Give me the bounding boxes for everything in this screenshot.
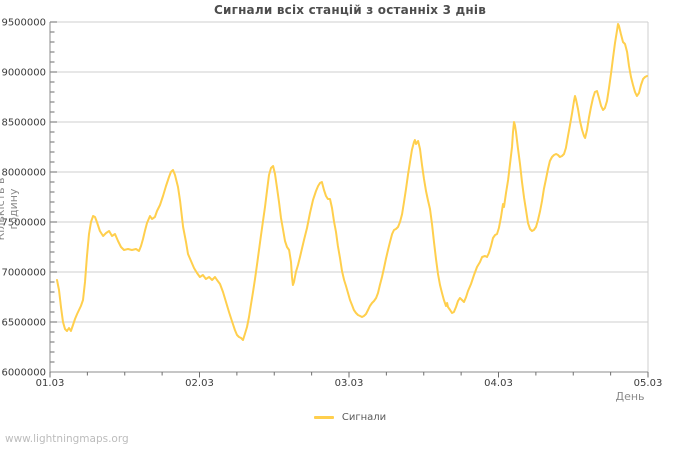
y-axis-tick-label: 8000000 (1, 168, 46, 179)
y-axis-tick-label: 9500000 (1, 18, 46, 29)
legend-line-swatch (313, 416, 334, 419)
x-axis-tick-label: 03.03 (335, 378, 364, 389)
legend: Сигнали (0, 412, 700, 423)
series-line-Сигнали (56, 23, 648, 341)
y-axis-tick-label: 9000000 (1, 68, 46, 79)
y-axis-title: Кількість в годину (0, 178, 20, 241)
x-axis-tick-label: 04.03 (484, 378, 513, 389)
y-axis-tick-label: 7000000 (1, 268, 46, 279)
legend-label: Сигнали (341, 412, 387, 423)
chart-title: Сигнали всіх станцій з останніх 3 днів (213, 3, 487, 17)
watermark: www.lightningmaps.org (5, 433, 129, 445)
y-axis-tick-label: 6500000 (1, 318, 46, 329)
x-axis-tick-label: 01.03 (36, 378, 65, 389)
x-axis-tick-label: 02.03 (185, 378, 214, 389)
y-axis-tick-label: 7500000 (1, 218, 46, 229)
y-axis-tick-label: 8500000 (1, 118, 46, 129)
x-axis-title: День (615, 390, 645, 403)
x-axis-tick-label: 05.03 (634, 378, 663, 389)
y-axis-tick-label: 6000000 (1, 368, 46, 379)
